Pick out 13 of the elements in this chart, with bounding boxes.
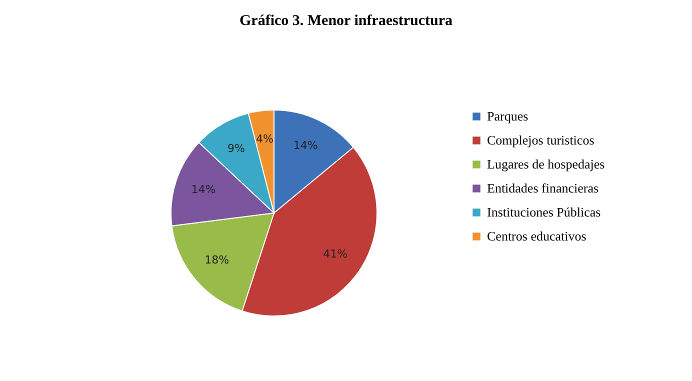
data-label: 14% <box>293 138 318 152</box>
data-label: 41% <box>323 248 348 261</box>
legend-label: Complejos turisticos <box>487 132 594 148</box>
data-label: 14% <box>191 183 216 196</box>
data-label: 4% <box>256 132 274 146</box>
data-label: 18% <box>204 253 230 266</box>
legend-label: Parques <box>487 108 528 124</box>
legend-label: Lugares de hospedajes <box>487 156 605 172</box>
data-label: 9% <box>228 142 245 156</box>
legend-label: Centros educativos <box>487 228 586 244</box>
legend-label: Instituciones Públicas <box>487 204 601 220</box>
legend-label: Entidades financieras <box>487 180 599 196</box>
chart-title: Gráfico 3. Menor infraestructura <box>240 13 453 29</box>
